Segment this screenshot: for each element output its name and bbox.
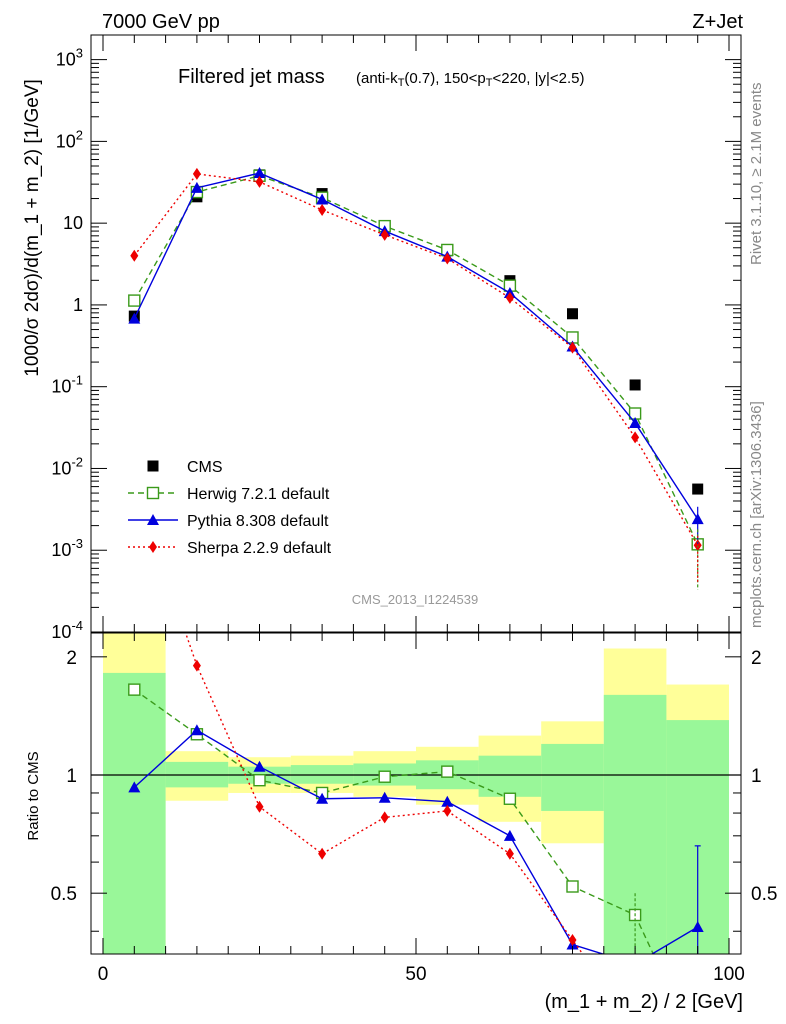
point-pythia-8-308-default	[190, 181, 203, 193]
main-panel: 10-4 10-3 10-2 10-1 1 10 102 103 Filtered jet m…	[22, 34, 742, 642]
analysis-watermark: CMS_2013_I1224539	[352, 592, 479, 607]
series-line-pythia-8-308-default	[133, 172, 699, 520]
y-tick-label: 10-2	[51, 454, 83, 478]
point-cms	[567, 308, 578, 320]
ratio-y-tick-label-right: 2	[751, 648, 762, 669]
ratio-point-pythia-8-308-default	[378, 791, 391, 803]
ratio-point-pythia-8-308-default	[503, 829, 516, 841]
point-cms	[629, 379, 641, 391]
uncertainty-band-inner	[478, 755, 542, 797]
legend-marker	[146, 486, 160, 500]
process-label: Z+Jet	[692, 11, 743, 33]
main-subtitle: (anti-kT(0.7), 150<pT<220, |y|<2.5)	[356, 70, 585, 89]
legend-entry-herwig-7-2-1-default: Herwig 7.2.1 default	[128, 486, 330, 503]
legend-marker	[147, 460, 159, 472]
ratio-point-pythia-8-308-default	[253, 760, 266, 772]
ratio-point-pythia-8-308-default	[128, 781, 141, 793]
point-sherpa-2-2-9-default	[130, 249, 139, 262]
series-line-sherpa-2-2-9-default	[133, 173, 699, 546]
ratio-point-pythia-8-308-default	[316, 792, 329, 804]
ratio-point-sherpa-2-2-9-default	[443, 804, 452, 817]
ratio-y-tick-label-right: 0.5	[751, 884, 777, 905]
legend-entry-pythia-8-308-default: Pythia 8.308 default	[128, 513, 329, 530]
energy-label: 7000 GeV pp	[102, 11, 220, 33]
uncertainty-band-inner	[103, 672, 166, 954]
legend-marker	[147, 514, 159, 525]
legend-marker	[149, 541, 157, 553]
x-axis-label: (m_1 + m_2) / 2 [GeV]	[545, 991, 743, 1013]
series-cms	[128, 169, 704, 495]
legend-label: Herwig 7.2.1 default	[187, 486, 330, 503]
ratio-y-tick-label: 1	[66, 766, 77, 787]
x-tick-label: 0	[98, 964, 109, 985]
y-tick-label: 10-1	[51, 373, 83, 397]
ratio-point-herwig-7-2-1-default	[378, 770, 391, 783]
x-tick-label: 50	[405, 964, 426, 985]
ratio-y-tick-label: 2	[66, 648, 77, 669]
point-sherpa-2-2-9-default	[505, 291, 514, 304]
y-tick-label: 10	[63, 213, 83, 233]
ratio-point-herwig-7-2-1-default	[503, 792, 517, 805]
uncertainty-band-inner	[541, 743, 604, 811]
ratio-point-sherpa-2-2-9-default	[255, 800, 264, 813]
y-tick-label: 103	[56, 46, 83, 70]
legend-label: CMS	[187, 459, 223, 476]
ratio-point-herwig-7-2-1-default	[128, 683, 141, 696]
point-sherpa-2-2-9-default	[318, 203, 327, 216]
ratio-point-sherpa-2-2-9-default	[568, 933, 577, 946]
ratio-line-herwig-7-2-1-default	[133, 689, 655, 954]
y-tick-label: 102	[56, 127, 83, 151]
ratio-panel: 0.5 0.5 1 1 2 2 0 50 100 Ratio to CMS (m_1 + m_2…	[25, 632, 777, 1013]
mcplots-label: mcplots.cern.ch [arXiv:1306.3436]	[748, 401, 765, 628]
ratio-y-tick-label-right: 1	[751, 766, 762, 787]
ratio-point-herwig-7-2-1-default	[441, 765, 454, 778]
ratio-point-herwig-7-2-1-default	[566, 880, 579, 893]
legend-label: Pythia 8.308 default	[187, 513, 329, 530]
ratio-line-pythia-8-308-default	[133, 729, 699, 954]
point-herwig-7-2-1-default	[128, 294, 141, 307]
ratio-point-sherpa-2-2-9-default	[505, 847, 514, 860]
y-tick-label: 1	[73, 295, 83, 315]
ratio-point-pythia-8-308-default	[190, 724, 203, 736]
point-sherpa-2-2-9-default	[380, 228, 389, 241]
ratio-point-pythia-8-308-default	[441, 795, 454, 807]
ratio-point-herwig-7-2-1-default	[253, 774, 266, 787]
point-pythia-8-308-default	[128, 312, 141, 324]
uncertainty-band-inner	[603, 694, 667, 954]
ratio-series-sherpa-2-2-9-default	[184, 633, 584, 954]
y-tick-label: 10-4	[51, 618, 83, 642]
legend: CMS Herwig 7.2.1 default Pythia 8.308 defa…	[128, 459, 332, 557]
legend-label: Sherpa 2.2.9 default	[187, 540, 332, 557]
point-sherpa-2-2-9-default	[443, 252, 452, 265]
ratio-y-axis-label: Ratio to CMS	[25, 751, 42, 840]
ratio-point-sherpa-2-2-9-default	[192, 659, 201, 672]
point-sherpa-2-2-9-default	[255, 175, 264, 188]
point-pythia-8-308-default	[629, 416, 642, 428]
x-tick-label: 100	[713, 964, 745, 985]
rivet-label: Rivet 3.1.10, ≥ 2.1M events	[748, 83, 765, 266]
main-y-axis-label: 1000/σ 2dσ)/d(m_1 + m_2) [1/GeV]	[22, 79, 43, 377]
ratio-point-sherpa-2-2-9-default	[318, 847, 327, 860]
legend-entry-cms: CMS	[147, 459, 223, 476]
series-sherpa-2-2-9-default	[130, 167, 702, 552]
main-title: Filtered jet mass	[178, 66, 325, 88]
point-pythia-8-308-default	[253, 167, 266, 179]
point-sherpa-2-2-9-default	[568, 341, 577, 354]
ratio-point-sherpa-2-2-9-default	[380, 811, 389, 824]
legend-entry-sherpa-2-2-9-default: Sherpa 2.2.9 default	[128, 540, 332, 557]
ratio-y-tick-label: 0.5	[51, 884, 77, 905]
series-line-herwig-7-2-1-default	[133, 175, 699, 545]
point-sherpa-2-2-9-default	[631, 431, 640, 444]
point-sherpa-2-2-9-default	[192, 167, 201, 180]
y-tick-label: 10-3	[51, 536, 83, 560]
point-cms	[692, 483, 704, 495]
point-pythia-8-308-default	[316, 193, 329, 205]
